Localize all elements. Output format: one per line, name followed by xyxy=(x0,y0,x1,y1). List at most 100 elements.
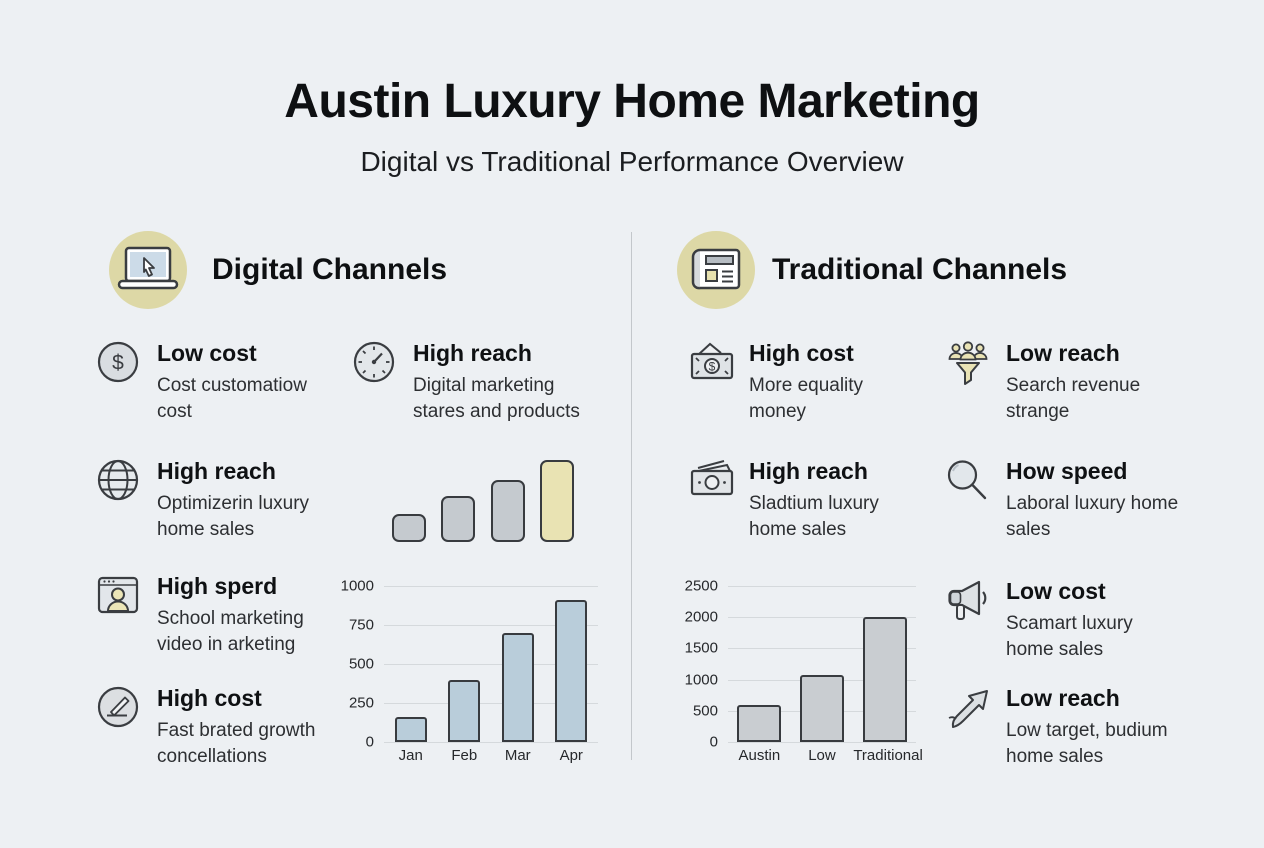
bar xyxy=(441,496,476,542)
feature-item: High reach Sladtium luxury home sales xyxy=(688,458,897,542)
feature-title: Low reach xyxy=(1006,340,1120,366)
gridline xyxy=(384,663,598,665)
feature-item: $ Low cost Cost customatiow cost xyxy=(96,340,327,424)
svg-text:$: $ xyxy=(709,360,716,374)
x-axis-tick-label: Austin xyxy=(738,747,781,764)
y-axis-tick-label: 750 xyxy=(348,616,374,634)
feature-title: High reach xyxy=(157,458,276,484)
feature-item: $ High cost More equality money xyxy=(688,340,897,424)
plot-area xyxy=(384,452,582,542)
traditional-section-title: Traditional Channels xyxy=(772,253,1068,286)
x-axis-tick-label: Feb xyxy=(451,747,478,764)
video-call-icon xyxy=(96,573,140,657)
feature-title: Low cost xyxy=(1006,578,1106,604)
bar xyxy=(800,675,844,742)
megaphone-icon xyxy=(945,578,989,662)
traditional-badge xyxy=(677,231,755,309)
gridline xyxy=(728,617,916,619)
bar xyxy=(862,617,907,742)
page-subtitle: Digital vs Traditional Performance Overv… xyxy=(360,146,904,177)
people-funnel-icon xyxy=(945,340,989,424)
feature-desc: More equality money xyxy=(749,375,864,422)
y-axis-tick-label: 1000 xyxy=(340,577,374,595)
feature-item: High reach Optimizerin luxury home sales xyxy=(96,458,327,542)
bar xyxy=(540,460,575,542)
y-axis-tick-label: 250 xyxy=(348,694,374,712)
gauge-icon xyxy=(352,340,396,424)
feature-title: High cost xyxy=(157,685,262,711)
feature-desc: Low target, budium home sales xyxy=(1006,720,1168,767)
gridline xyxy=(384,702,598,704)
feature-item: Low reach Low target, budium home sales xyxy=(945,685,1184,769)
feature-item: How speed Laboral luxury home sales xyxy=(945,458,1181,542)
plot-area xyxy=(728,578,916,743)
feature-desc: Scamart luxury home sales xyxy=(1006,613,1133,660)
feature-desc: Optimizerin luxury home sales xyxy=(157,493,310,540)
gridline xyxy=(728,742,916,743)
gridline xyxy=(728,585,916,587)
feature-title: How speed xyxy=(1006,458,1128,484)
digital-trend-mini-chart xyxy=(384,452,582,542)
y-axis-tick-label: 500 xyxy=(348,655,374,673)
y-axis-tick-label: 2000 xyxy=(684,608,718,626)
feature-desc: School marketing video in arketing xyxy=(157,608,304,655)
feature-title: High sperd xyxy=(157,573,278,599)
feature-desc: Digital marketing stares and products xyxy=(413,375,580,422)
digital-monthly-chart: 0 250 500 750 1000 Jan Feb Mar Apr xyxy=(340,577,598,768)
bar xyxy=(737,704,782,742)
banknotes-icon xyxy=(688,458,734,542)
gridline xyxy=(384,624,598,626)
y-axis-tick-label: 1500 xyxy=(684,639,718,657)
feature-item: Low cost Scamart luxury home sales xyxy=(945,578,1181,662)
bar xyxy=(448,679,481,742)
magnifier-icon xyxy=(945,458,989,542)
feature-item: High sperd School marketing video in ark… xyxy=(96,573,327,657)
edit-circle-icon xyxy=(96,685,140,769)
bar xyxy=(501,632,534,742)
feature-item: Low reach Search revenue strange xyxy=(945,340,1181,424)
traditional-comparison-chart: 0 500 1000 1500 2000 2500 Austin Low Traditional xyxy=(684,577,923,768)
y-axis-tick-label: 2500 xyxy=(684,577,718,595)
digital-section-title: Digital Channels xyxy=(212,253,448,286)
laptop-cursor-icon xyxy=(115,244,181,296)
x-axis-tick-label: Jan xyxy=(398,747,423,764)
arrow-up-right-icon xyxy=(945,685,989,769)
globe-icon xyxy=(96,458,140,542)
x-axis-tick-label: Apr xyxy=(559,747,583,764)
money-bill-icon: $ xyxy=(688,340,734,424)
feature-desc: Laboral luxury home sales xyxy=(1006,493,1179,540)
y-axis-tick-label: 1000 xyxy=(684,671,718,689)
feature-item: High cost Fast brated growth concellatio… xyxy=(96,685,337,769)
y-axis-tick-label: 0 xyxy=(709,733,718,751)
feature-desc: Fast brated growth concellations xyxy=(157,720,316,767)
svg-text:$: $ xyxy=(112,352,124,375)
bar xyxy=(490,479,525,542)
feature-title: High reach xyxy=(749,458,868,484)
plot-area xyxy=(384,578,598,743)
x-axis-tick-label: Traditional xyxy=(853,747,923,764)
feature-title: Low reach xyxy=(1006,685,1120,711)
y-axis-tick-label: 0 xyxy=(365,733,374,751)
bar xyxy=(555,599,588,742)
page-title: Austin Luxury Home Marketing xyxy=(284,75,980,128)
feature-item: High reach Digital marketing stares and … xyxy=(352,340,598,424)
x-axis-tick-label: Low xyxy=(808,747,836,764)
gridline xyxy=(728,648,916,650)
feature-title: Low cost xyxy=(157,340,257,366)
bar xyxy=(394,717,427,742)
feature-desc: Cost customatiow cost xyxy=(157,375,307,422)
feature-title: High reach xyxy=(413,340,532,366)
feature-desc: Search revenue strange xyxy=(1006,375,1141,422)
feature-desc: Sladtium luxury home sales xyxy=(749,493,879,540)
gridline xyxy=(384,585,598,587)
y-axis-tick-label: 500 xyxy=(692,702,718,720)
feature-title: High cost xyxy=(749,340,854,366)
x-axis-tick-label: Mar xyxy=(504,747,531,764)
newspaper-icon xyxy=(684,244,748,296)
dollar-circle-icon: $ xyxy=(96,340,140,424)
digital-badge xyxy=(109,231,187,309)
gridline xyxy=(384,742,598,743)
section-divider xyxy=(631,232,632,760)
bar xyxy=(391,514,426,542)
